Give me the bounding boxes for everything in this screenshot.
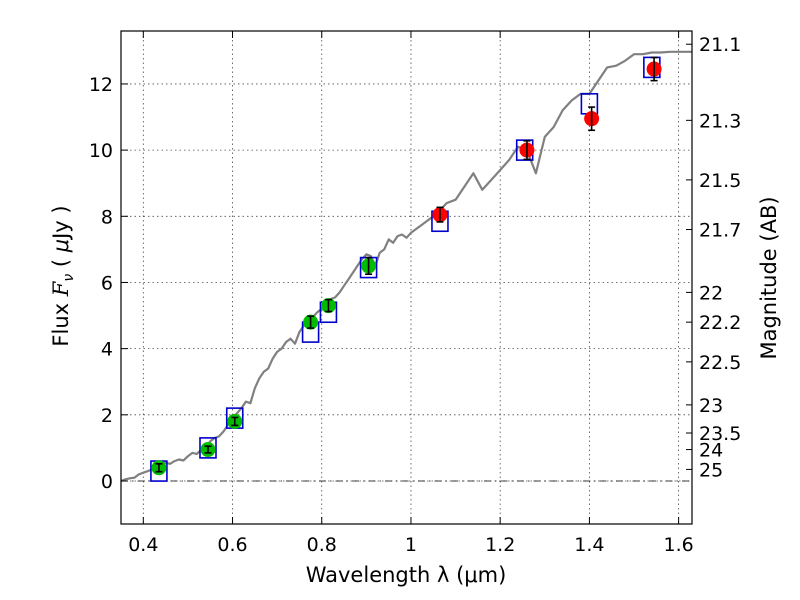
y2-tick-label: 22.5 (699, 352, 741, 374)
y-tick-label: 0 (101, 471, 113, 493)
y-axis-label: Flux Fν ( μJy ) (49, 205, 77, 346)
y-axis-label-prefix: Flux (49, 296, 73, 346)
y2-tick-label: 21.3 (699, 110, 741, 132)
x-axis-ticks: 0.4 0.6 0.8 1 1.2 1.4 1.6 (128, 31, 694, 556)
y-tick-label: 6 (101, 272, 113, 294)
x-tick-label: 0.8 (307, 534, 337, 556)
y-axis-ticks: 0 2 4 6 8 10 12 (89, 74, 128, 493)
plot-frame (120, 30, 693, 525)
model-photometry-markers (150, 56, 661, 482)
y2-tick-label: 21.1 (699, 34, 741, 56)
grid-lines (121, 31, 692, 524)
y-axis-label-symbol: F (49, 280, 73, 297)
x-tick-label: 1.4 (574, 534, 604, 556)
y-axis-label-unit-open: ( (49, 252, 73, 274)
y2-tick-label: 22.2 (699, 312, 741, 334)
y-tick-label: 2 (101, 405, 113, 427)
x-tick-label: 0.6 (217, 534, 247, 556)
model-spectrum (120, 50, 692, 483)
observation-markers (151, 56, 662, 476)
y-axis-label-mu: μ (49, 239, 73, 253)
y-tick-label: 8 (101, 206, 113, 228)
x-tick-label: 1 (405, 534, 417, 556)
y-tick-label: 10 (89, 140, 113, 162)
model-photometry-box (199, 437, 217, 459)
x-axis-label: Wavelength λ (μm) (306, 563, 507, 587)
y2-tick-label: 21.7 (699, 220, 741, 242)
y2-tick-label: 23 (699, 395, 723, 417)
y2-tick-label: 22 (699, 282, 723, 304)
x-tick-label: 0.4 (128, 534, 158, 556)
y2-axis-label: Magnitude (AB) (757, 196, 781, 359)
y-tick-label: 4 (101, 339, 113, 361)
y2-tick-label: 24 (699, 440, 723, 462)
y-axis-label-subscript: ν (61, 274, 77, 282)
y-tick-label: 12 (89, 74, 113, 96)
y-axis-label-unit: Jy ) (49, 205, 73, 241)
spectrum-line (120, 50, 692, 483)
y2-tick-label: 23.5 (699, 423, 741, 445)
y2-tick-label: 25 (699, 459, 723, 481)
x-tick-label: 1.2 (485, 534, 515, 556)
x-tick-label: 1.6 (664, 534, 694, 556)
y2-tick-label: 21.5 (699, 170, 741, 192)
